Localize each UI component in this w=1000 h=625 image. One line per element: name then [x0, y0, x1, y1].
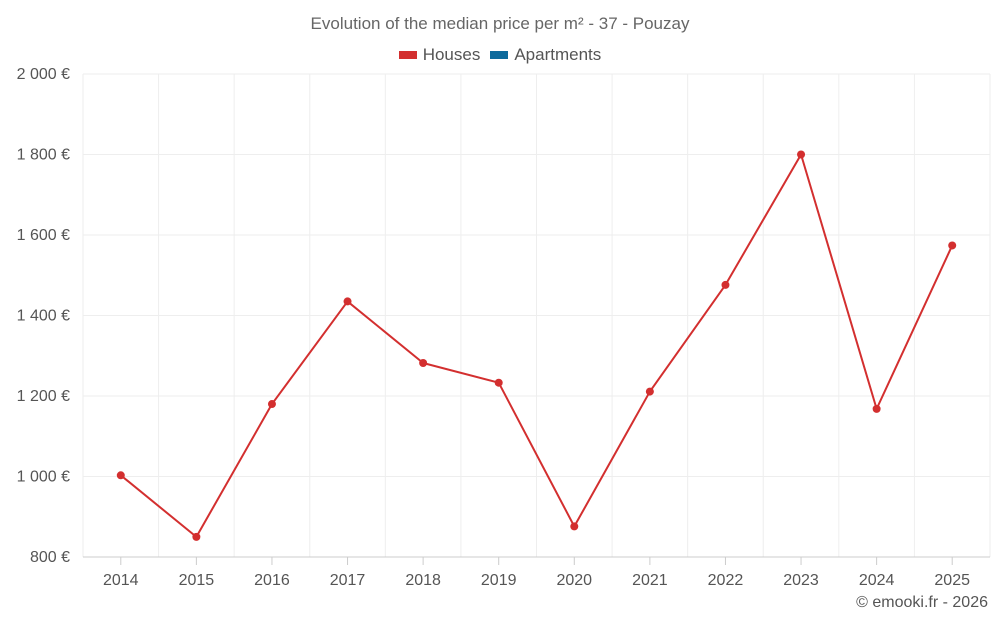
- data-point: [570, 522, 579, 531]
- data-point: [797, 150, 806, 159]
- y-tick-label: 1 400 €: [17, 308, 70, 325]
- y-tick-label: 1 800 €: [17, 147, 70, 164]
- x-tick-label: 2020: [556, 572, 592, 589]
- x-tick-label: 2019: [481, 572, 517, 589]
- chart-legend: Houses Apartments: [0, 45, 1000, 65]
- data-point: [419, 358, 428, 367]
- x-tick-label: 2018: [405, 572, 441, 589]
- series-layer: [116, 150, 957, 541]
- legend-label-houses: Houses: [422, 45, 481, 64]
- y-tick-label: 2 000 €: [17, 66, 70, 83]
- data-point: [116, 471, 125, 480]
- legend-swatch-houses: [398, 51, 417, 59]
- x-tick-label: 2023: [783, 572, 819, 589]
- data-point: [948, 241, 957, 250]
- data-point: [192, 532, 201, 541]
- axis-layer: 800 € 1 000 € 1 200 € 1 400 € 1 600 € 1 800 €…: [17, 66, 990, 589]
- series-line-houses: [120, 153, 954, 538]
- x-tick-label: 2021: [632, 572, 668, 589]
- legend-swatch-apartments: [490, 51, 509, 59]
- credit-text: © emooki.fr - 2026: [856, 594, 988, 611]
- y-tick-label: 800 €: [30, 549, 70, 566]
- x-tick-label: 2015: [179, 572, 215, 589]
- chart-title: Evolution of the median price per m² - 3…: [310, 14, 690, 33]
- x-tick-label: 2014: [103, 572, 139, 589]
- x-tick-label: 2022: [708, 572, 744, 589]
- x-tick-label: 2016: [254, 572, 290, 589]
- legend-label-apartments: Apartments: [514, 45, 602, 64]
- data-point: [267, 400, 276, 409]
- y-tick-label: 1 600 €: [17, 227, 70, 244]
- data-point: [343, 297, 352, 306]
- data-point: [872, 404, 881, 413]
- x-tick-label: 2017: [330, 572, 366, 589]
- x-tick-label: 2024: [859, 572, 895, 589]
- grid-layer: [82, 73, 991, 558]
- legend-item-apartments[interactable]: Apartments: [490, 45, 601, 65]
- legend-item-houses[interactable]: Houses: [398, 45, 481, 65]
- data-point: [645, 387, 654, 396]
- x-tick-label: 2025: [934, 572, 970, 589]
- y-tick-label: 1 000 €: [17, 469, 70, 486]
- data-point: [721, 280, 730, 289]
- y-tick-label: 1 200 €: [17, 388, 70, 405]
- data-point: [494, 378, 503, 387]
